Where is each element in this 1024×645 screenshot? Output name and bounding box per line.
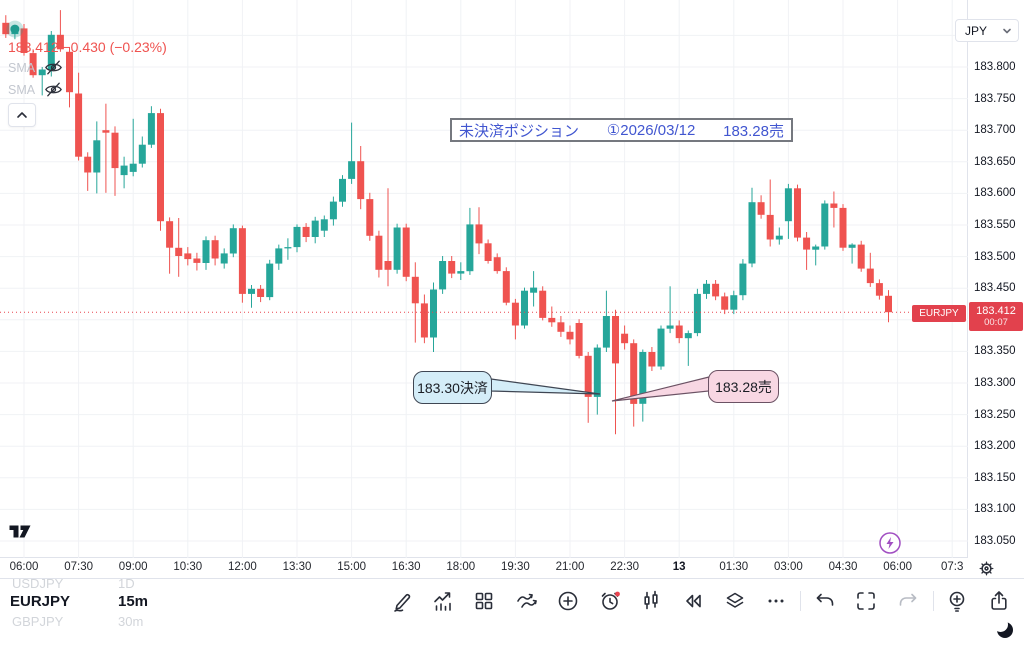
time-axis-label: 06:00 — [883, 561, 912, 573]
price-axis-label: 183.300 — [974, 377, 1016, 389]
quick-trade-button[interactable] — [878, 531, 902, 555]
currency-dropdown[interactable]: JPY — [955, 19, 1019, 42]
currency-label: JPY — [965, 23, 988, 38]
watchlist-next-symbol[interactable]: GBPJPY — [12, 614, 64, 629]
toolbar-divider — [800, 591, 801, 611]
time-axis-label: 01:30 — [719, 561, 749, 573]
price-axis-label: 183.750 — [974, 92, 1016, 105]
bottom-toolbar: USDJPY EURJPY GBPJPY 1D 15m 30m — [0, 576, 1024, 645]
annotation-entry-detail: 183.28売 — [723, 122, 784, 140]
alert-icon[interactable] — [598, 589, 622, 613]
multichart-grid-icon[interactable] — [472, 589, 496, 613]
timeframe-prev[interactable]: 1D — [118, 576, 135, 591]
time-axis-label: 12:00 — [228, 561, 257, 573]
time-axis-label: 09:00 — [118, 561, 148, 573]
price-axis-label: 183.800 — [974, 61, 1016, 73]
time-axis-label: 13 — [672, 561, 686, 573]
price-axis-label: 183.700 — [974, 124, 1016, 137]
time-axis-label: 03:00 — [774, 561, 803, 573]
price-axis-label: 183.050 — [974, 535, 1016, 547]
time-axis-label: 21:00 — [555, 561, 585, 573]
fullscreen-icon[interactable] — [854, 589, 878, 613]
time-axis-label: 07:3 — [940, 561, 964, 573]
watchlist-current-symbol[interactable]: EURJPY — [10, 593, 71, 610]
time-axis-label: 07:30 — [64, 561, 93, 573]
time-axis-label: 06:00 — [9, 561, 39, 573]
sma-indicator-row: SMA — [8, 58, 63, 77]
current-price-badge: 183.412 00:07 — [969, 302, 1023, 331]
legend-collapse-button[interactable] — [8, 103, 36, 127]
time-axis-label: 22:30 — [610, 561, 639, 573]
open-position-annotation[interactable]: 未決済ポジション ①2026/03/12 183.28売 — [450, 118, 793, 142]
candlestick-chart — [0, 0, 968, 558]
time-axis-label: 10:30 — [173, 561, 203, 573]
watchlist-prev-symbol[interactable]: USDJPY — [12, 576, 64, 591]
ideas-icon[interactable] — [945, 589, 969, 613]
time-axis-label: 13:30 — [282, 561, 312, 573]
symbol-price-change: 183.412 −0.430 (−0.23%) — [8, 39, 167, 55]
chevron-up-icon — [17, 112, 27, 118]
visibility-off-icon[interactable] — [44, 58, 63, 77]
time-axis-label: 18:00 — [446, 561, 476, 573]
undo-icon[interactable] — [813, 589, 837, 613]
redo-icon[interactable] — [896, 589, 920, 613]
visibility-off-icon[interactable] — [44, 80, 63, 99]
price-axis-label: 183.250 — [974, 408, 1016, 421]
entry-price-callout[interactable]: 183.28売 — [708, 370, 779, 403]
timeframe-next[interactable]: 30m — [118, 614, 144, 629]
time-axis-label: 16:30 — [391, 561, 421, 573]
price-axis-label: 183.100 — [974, 503, 1016, 516]
chart-pane[interactable]: 183.412 −0.430 (−0.23%) SMA SMA 未決済ポジション… — [0, 0, 968, 558]
tradingview-logo[interactable] — [9, 523, 36, 545]
add-instrument-icon[interactable] — [556, 589, 580, 613]
sma-indicator-label[interactable]: SMA — [8, 82, 36, 97]
price-countdown: 00:07 — [984, 317, 1008, 328]
night-mode-moon-icon[interactable] — [993, 617, 1014, 639]
toolbar-divider — [933, 591, 934, 611]
symbol-price-tag: EURJPY — [912, 305, 966, 322]
share-icon[interactable] — [987, 589, 1011, 613]
layers-icon[interactable] — [723, 589, 747, 613]
replay-icon[interactable] — [681, 589, 705, 613]
time-axis-label: 04:30 — [828, 561, 858, 573]
price-axis-label: 183.600 — [974, 187, 1016, 200]
time-axis-label: 19:30 — [501, 561, 530, 573]
compare-icon[interactable] — [515, 589, 539, 613]
current-price-value: 183.412 — [976, 305, 1016, 317]
indicators-icon[interactable] — [431, 589, 455, 613]
axis-corner — [969, 559, 1024, 578]
price-axis-label: 183.500 — [974, 250, 1016, 263]
sma-indicator-label[interactable]: SMA — [8, 60, 36, 75]
time-axis[interactable]: 06:00 07:30 09:00 10:30 12:00 13:30 15:00 16:30… — [0, 559, 968, 578]
time-axis-label: 15:00 — [337, 561, 366, 573]
price-axis[interactable]: JPY 183.800 183.750 183.700 183.650 183.600 1… — [912, 0, 1024, 578]
price-axis-label: 183.150 — [974, 471, 1016, 484]
chevron-down-icon — [1003, 28, 1011, 33]
draw-icon[interactable] — [391, 589, 415, 613]
annotation-entry-id: ①2026/03/12 — [606, 122, 696, 139]
price-axis-label: 183.350 — [974, 345, 1016, 358]
exit-price-callout[interactable]: 183.30決済 — [413, 371, 492, 404]
axis-settings-icon[interactable] — [979, 561, 994, 576]
price-axis-label: 183.200 — [974, 440, 1016, 453]
price-axis-label: 183.450 — [974, 282, 1016, 295]
bar-interval-icon[interactable] — [639, 589, 663, 613]
more-icon[interactable] — [764, 589, 788, 613]
annotation-title: 未決済ポジション — [459, 122, 580, 140]
price-axis-label: 183.550 — [974, 219, 1016, 231]
timeframe-current[interactable]: 15m — [118, 593, 149, 610]
price-axis-label: 183.650 — [974, 155, 1016, 168]
sma-indicator-row: SMA — [8, 80, 63, 99]
